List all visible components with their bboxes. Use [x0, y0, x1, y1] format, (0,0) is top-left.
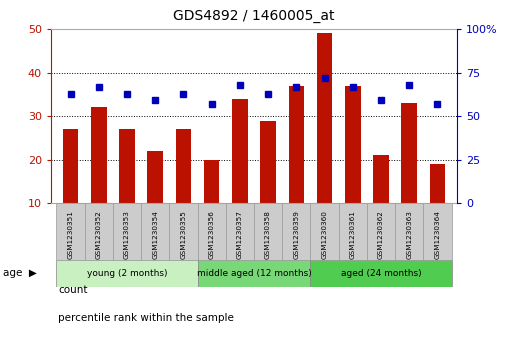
Text: GSM1230355: GSM1230355 — [180, 210, 186, 259]
Bar — [282, 203, 310, 260]
Text: GDS4892 / 1460005_at: GDS4892 / 1460005_at — [173, 9, 335, 23]
Bar — [147, 151, 163, 203]
Text: percentile rank within the sample: percentile rank within the sample — [58, 313, 234, 323]
Text: GSM1230363: GSM1230363 — [406, 210, 412, 259]
Text: GSM1230358: GSM1230358 — [265, 210, 271, 259]
Bar — [63, 129, 78, 203]
Bar — [226, 203, 254, 260]
Text: aged (24 months): aged (24 months) — [341, 269, 421, 278]
Bar — [260, 121, 276, 203]
Bar — [401, 103, 417, 203]
Bar — [367, 203, 395, 260]
Text: GSM1230351: GSM1230351 — [68, 210, 74, 259]
Bar — [254, 203, 282, 260]
Bar — [339, 203, 367, 260]
Bar — [198, 203, 226, 260]
Bar — [85, 203, 113, 260]
Bar — [232, 99, 247, 203]
Text: GSM1230361: GSM1230361 — [350, 210, 356, 259]
Text: GSM1230360: GSM1230360 — [322, 210, 328, 259]
Bar — [395, 203, 423, 260]
Bar — [198, 260, 310, 287]
Text: young (2 months): young (2 months) — [87, 269, 167, 278]
Bar — [289, 86, 304, 203]
Bar — [56, 203, 85, 260]
Bar — [113, 203, 141, 260]
Text: count: count — [58, 285, 88, 295]
Text: GSM1230353: GSM1230353 — [124, 210, 130, 259]
Bar — [56, 260, 198, 287]
Bar — [169, 203, 198, 260]
Bar — [141, 203, 169, 260]
Bar — [176, 129, 191, 203]
Bar — [317, 33, 332, 203]
Bar — [430, 164, 445, 203]
Bar — [310, 203, 339, 260]
Text: GSM1230352: GSM1230352 — [96, 210, 102, 259]
Text: GSM1230364: GSM1230364 — [434, 210, 440, 259]
Bar — [310, 260, 452, 287]
Bar — [91, 107, 107, 203]
Text: GSM1230356: GSM1230356 — [209, 210, 215, 259]
Bar — [423, 203, 452, 260]
Bar — [119, 129, 135, 203]
Text: age  ▶: age ▶ — [3, 268, 37, 278]
Bar — [204, 160, 219, 203]
Text: middle aged (12 months): middle aged (12 months) — [197, 269, 311, 278]
Text: GSM1230362: GSM1230362 — [378, 210, 384, 259]
Bar — [373, 155, 389, 203]
Text: GSM1230354: GSM1230354 — [152, 210, 158, 259]
Bar — [345, 86, 361, 203]
Text: GSM1230359: GSM1230359 — [293, 210, 299, 259]
Text: GSM1230357: GSM1230357 — [237, 210, 243, 259]
